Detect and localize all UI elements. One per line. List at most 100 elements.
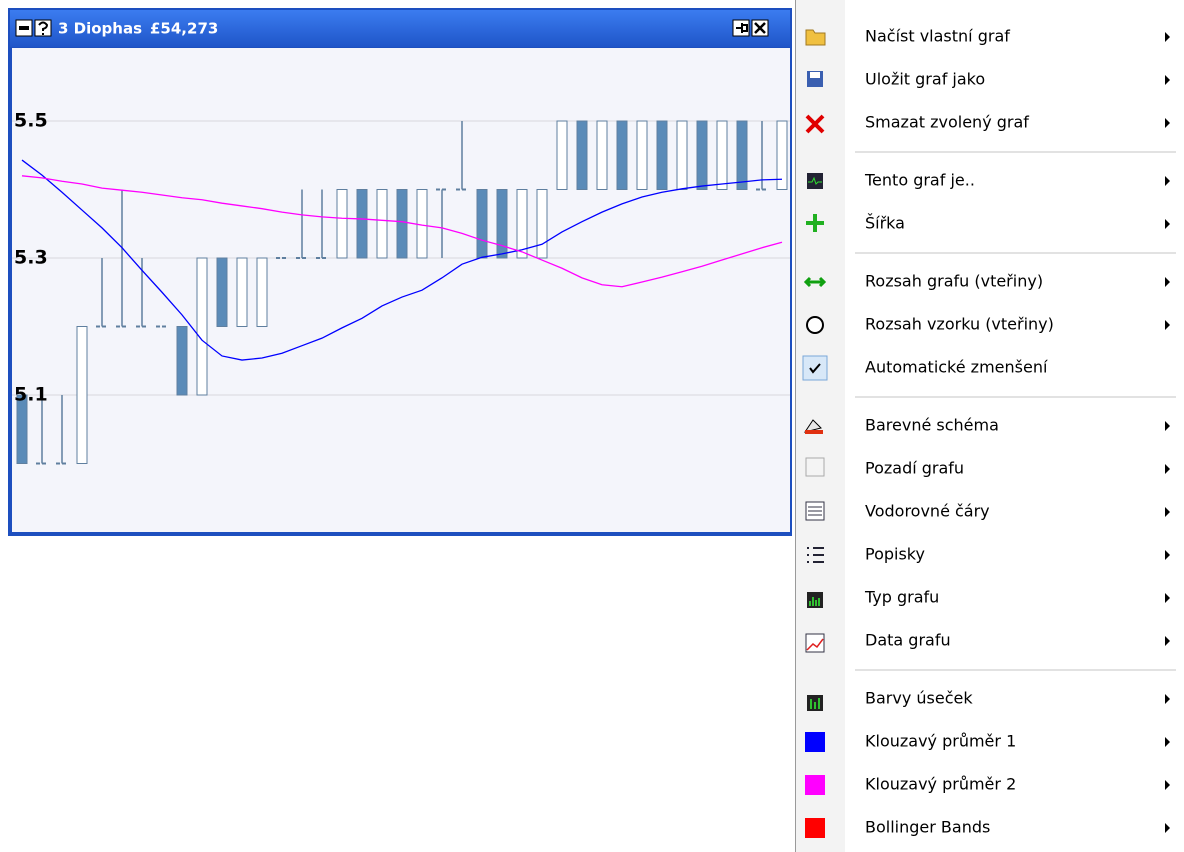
minimize-glyph bbox=[19, 26, 29, 30]
submenu-arrow bbox=[1165, 550, 1170, 560]
window-buttons[interactable] bbox=[15, 19, 769, 37]
submenu-arrow bbox=[1165, 737, 1170, 747]
icon-segments-bars bbox=[810, 698, 820, 709]
submenu-arrow bbox=[1165, 421, 1170, 431]
icon-bucket-paint bbox=[805, 430, 823, 434]
candle-body bbox=[716, 120, 728, 190]
menu-item[interactable]: Data grafu bbox=[796, 620, 1184, 663]
menu-item[interactable]: Pozadí grafu bbox=[796, 448, 1184, 491]
menu-item-hitbox[interactable] bbox=[796, 620, 1184, 663]
menu-item-label: Klouzavý průměr 1 bbox=[865, 732, 1016, 751]
submenu-arrow bbox=[1165, 176, 1170, 186]
moving-average-line bbox=[21, 175, 783, 288]
icon-labels bbox=[807, 547, 824, 563]
candle-body bbox=[696, 120, 708, 190]
pin-glyph bbox=[736, 23, 748, 33]
menu-item[interactable]: Automatické zmenšení bbox=[796, 347, 1184, 390]
menu-item-label: Bollinger Bands bbox=[865, 818, 990, 837]
menu-item-label: Klouzavý průměr 2 bbox=[865, 775, 1016, 794]
submenu-arrow bbox=[1165, 507, 1170, 517]
menu-item-hitbox[interactable] bbox=[796, 160, 1184, 203]
candle-body bbox=[196, 257, 208, 396]
menu-item[interactable]: Šířka bbox=[796, 203, 1184, 246]
menu-item-label: Automatické zmenšení bbox=[865, 358, 1048, 377]
y-tick-label: 5.1 bbox=[14, 384, 48, 406]
submenu-arrow bbox=[1165, 320, 1170, 330]
menu-item-hitbox[interactable] bbox=[796, 491, 1184, 534]
candle-body bbox=[416, 189, 428, 259]
icon-stopwatch bbox=[806, 316, 824, 334]
menu-item-label: Tento graf je.. bbox=[864, 171, 975, 190]
menu-item-hitbox[interactable] bbox=[796, 59, 1184, 102]
submenu-arrow bbox=[1165, 780, 1170, 790]
menu-item[interactable]: Smazat zvolený graf bbox=[796, 102, 1184, 145]
icon-hlines-lines bbox=[808, 506, 822, 516]
color-swatch bbox=[805, 732, 825, 752]
submenu-arrow bbox=[1165, 32, 1170, 42]
candle-body bbox=[76, 326, 88, 464]
menu-item[interactable]: Barvy úseček bbox=[796, 678, 1184, 721]
menu-item[interactable]: Načíst vlastní graf bbox=[796, 16, 1184, 59]
menu-item-label: Typ grafu bbox=[864, 588, 939, 607]
menu-item[interactable]: Uložit graf jako bbox=[796, 59, 1184, 102]
candle-body bbox=[176, 326, 188, 396]
candle-body bbox=[216, 257, 228, 327]
y-tick-label: 5.5 bbox=[14, 110, 48, 132]
icon-monitor-line bbox=[808, 176, 822, 185]
menu-item[interactable]: Barevné schéma bbox=[796, 405, 1184, 448]
menu-item-label: Barvy úseček bbox=[865, 689, 973, 708]
candle-body bbox=[576, 120, 588, 190]
icon-background bbox=[805, 457, 825, 477]
candle-body bbox=[596, 120, 608, 190]
title-bar bbox=[10, 10, 790, 47]
candle-body bbox=[776, 120, 788, 190]
candle-body bbox=[256, 257, 268, 327]
icon-width bbox=[806, 214, 824, 232]
menu-item[interactable]: Rozsah vzorku (vteřiny) bbox=[796, 304, 1184, 347]
menu-item-hitbox[interactable] bbox=[796, 203, 1184, 246]
candle-body bbox=[656, 120, 668, 190]
color-swatch bbox=[805, 818, 825, 838]
menu-item[interactable]: Typ grafu bbox=[796, 577, 1184, 620]
menu-item-label: Smazat zvolený graf bbox=[865, 113, 1029, 132]
candle-body bbox=[636, 120, 648, 190]
menu-item-hitbox[interactable] bbox=[796, 448, 1184, 491]
menu-item[interactable]: Bollinger Bands bbox=[796, 807, 1184, 850]
submenu-arrow bbox=[1165, 823, 1170, 833]
help-glyph bbox=[38, 21, 49, 35]
submenu-arrow bbox=[1165, 636, 1170, 646]
candle-body bbox=[336, 189, 348, 259]
candle-body bbox=[396, 189, 408, 259]
menu-item[interactable]: Rozsah grafu (vteřiny) bbox=[796, 261, 1184, 304]
color-swatch bbox=[805, 775, 825, 795]
menu-item-label: Rozsah vzorku (vteřiny) bbox=[865, 315, 1054, 334]
icon-type-bars bbox=[809, 597, 820, 606]
submenu-arrow bbox=[1165, 219, 1170, 229]
menu-item[interactable]: Vodorovné čáry bbox=[796, 491, 1184, 534]
menu-item[interactable]: Tento graf je.. bbox=[796, 160, 1184, 203]
check-mark bbox=[809, 363, 821, 374]
menu-item-label: Popisky bbox=[865, 545, 925, 564]
icon-open bbox=[805, 29, 826, 46]
icon-range bbox=[803, 276, 827, 288]
window-value: £54,273 bbox=[150, 20, 218, 38]
menu-item-hitbox[interactable] bbox=[796, 577, 1184, 620]
menu-item-label: Barevné schéma bbox=[865, 416, 999, 435]
menu-item[interactable]: Klouzavý průměr 1 bbox=[796, 721, 1184, 764]
menu-item-hitbox[interactable] bbox=[796, 534, 1184, 577]
submenu-arrow bbox=[1165, 118, 1170, 128]
menu-item-label: Šířka bbox=[865, 214, 905, 233]
chart bbox=[12, 120, 790, 465]
submenu-arrow bbox=[1165, 277, 1170, 287]
icon-save-label bbox=[810, 72, 820, 78]
context-menu bbox=[795, 0, 1184, 852]
menu-item-hitbox[interactable] bbox=[796, 678, 1184, 721]
menu-item-label: Uložit graf jako bbox=[865, 70, 985, 89]
candle-body bbox=[556, 120, 568, 190]
menu-item[interactable]: Klouzavý průměr 2 bbox=[796, 764, 1184, 807]
candle-body bbox=[516, 189, 528, 259]
menu-item-label: Vodorovné čáry bbox=[865, 502, 990, 521]
menu-item[interactable]: Popisky bbox=[796, 534, 1184, 577]
